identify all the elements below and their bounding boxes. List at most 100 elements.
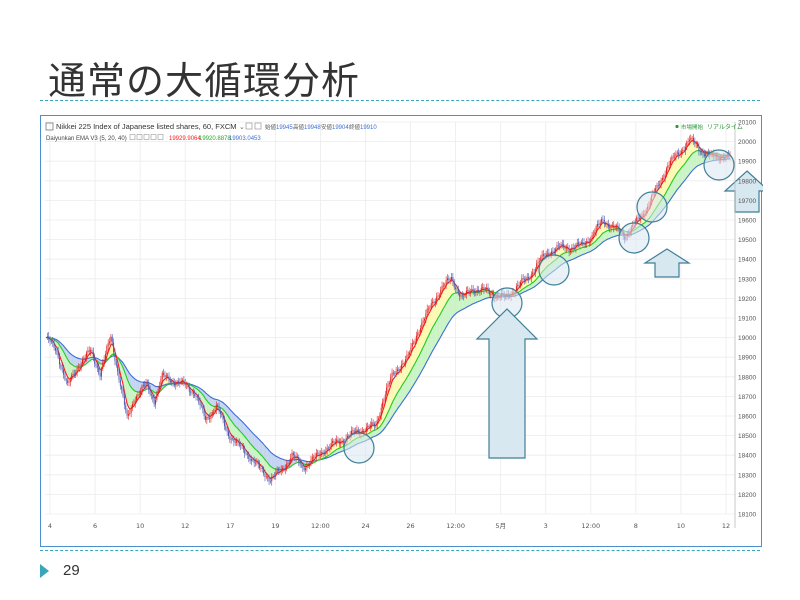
ema-fill-mid-long (406, 375, 409, 396)
candle-body (487, 287, 489, 291)
ema-fill-mid-long (675, 172, 678, 192)
ema-fill-mid-long (590, 243, 593, 252)
candle-body (156, 392, 158, 400)
y-tick-label: 19800 (738, 178, 756, 185)
candle-body (196, 396, 198, 398)
ema-fill-short-mid (694, 141, 697, 152)
indicator-format-icon[interactable] (150, 134, 157, 140)
candle-body (173, 382, 175, 386)
ema-fill-short-mid (436, 299, 439, 321)
ema-fills (46, 140, 730, 479)
candle-body (149, 389, 151, 395)
ema-fill-mid-long (398, 388, 401, 408)
y-tick-label: 19400 (738, 257, 756, 264)
ema-fill-mid-long (421, 347, 424, 372)
candle-body (434, 301, 436, 304)
ohlc-close-value: 19910 (360, 125, 377, 131)
ema-fill-mid-long (597, 237, 599, 247)
indicator-source-icon[interactable] (143, 134, 150, 140)
candle-body (676, 152, 678, 154)
ema-fill-mid-long (237, 417, 240, 431)
candle-body (167, 375, 169, 377)
y-tick-label: 19100 (738, 316, 756, 323)
candle-body (522, 278, 524, 280)
ema-fill-short-mid (666, 172, 668, 192)
ema-fill-mid-long (473, 292, 475, 304)
ema-fill-mid-long (686, 159, 689, 178)
ema-fill-mid-long (283, 459, 286, 470)
candle-body (248, 454, 250, 459)
y-tick-label: 19700 (738, 198, 756, 205)
ema-fill-short-mid (421, 327, 424, 351)
price-chart[interactable]: 18100 18200 18300 18400 18500 18600 18700 18800… (41, 116, 763, 548)
candle-body (323, 452, 325, 454)
header-close-icon[interactable] (254, 122, 262, 130)
candle-body (575, 244, 577, 249)
ema-fill-short-mid (252, 446, 255, 460)
ema-fill-short-mid (559, 246, 562, 257)
ema-fill-mid-long (260, 441, 263, 457)
candle-body (375, 425, 377, 427)
ema-fill-mid-long (456, 292, 459, 313)
ema-fill-mid-long (440, 310, 443, 337)
ema-fill-short-mid (386, 393, 388, 416)
ema-fill-mid-long (452, 293, 455, 317)
candle-body (668, 165, 670, 166)
candle-body (241, 445, 243, 447)
ema-fill-mid-long (223, 402, 225, 412)
ema-fill-mid-long (228, 407, 230, 419)
candle-body (386, 387, 388, 395)
header-minimize-icon[interactable] (45, 122, 54, 131)
ema-fill-mid-long (214, 399, 217, 407)
ema-fill-mid-long (450, 295, 452, 321)
candle-body (260, 468, 262, 469)
ema-fill-short-mid (258, 451, 260, 465)
ema-fill-mid-long (67, 350, 69, 362)
candle-body (109, 341, 111, 344)
candle-body (188, 386, 190, 392)
ema-fill-mid-long (451, 294, 453, 319)
indicator-visibility-icon[interactable] (129, 134, 136, 140)
candle-body (127, 414, 129, 416)
candle-body (410, 346, 412, 353)
ema-fill-short-mid (439, 295, 441, 316)
candle-body (484, 289, 486, 290)
candle-body (445, 280, 447, 285)
candle-body (428, 308, 430, 310)
ema-fill-mid-long (443, 306, 445, 332)
candle-body (592, 234, 594, 236)
ema-fill-mid-long (684, 162, 686, 182)
ema-fill-mid-long (470, 292, 472, 306)
ema-fill-mid-long (129, 373, 132, 388)
candle-body (468, 290, 470, 293)
candle-body (276, 469, 278, 473)
candle-body (660, 180, 662, 185)
indicator-settings-icon[interactable] (136, 134, 143, 140)
ema-fill-short-mid (392, 378, 394, 404)
ema-fill-short-mid (246, 438, 248, 452)
candle-body (160, 379, 162, 387)
candle-body (396, 369, 398, 371)
candle-body (574, 248, 576, 249)
header-settings-icon[interactable] (245, 122, 253, 130)
ema-fill-mid-long (373, 430, 375, 437)
ema-fill-short-mid (602, 222, 605, 234)
candle-body (471, 289, 473, 292)
ohlc-high-label: 高値 (293, 123, 305, 131)
candle-body (688, 139, 690, 142)
ema-fill-short-mid (578, 244, 580, 250)
ema-fill-mid-long (578, 248, 580, 257)
candle-body (346, 435, 348, 439)
candle-body (665, 168, 667, 175)
ema-fill-short-mid (251, 444, 253, 459)
chart-title: Nikkei 225 Index of Japanese listed shar… (56, 122, 237, 131)
candle-body (163, 372, 165, 375)
candle-body (73, 373, 75, 375)
ema-fill-mid-long (609, 229, 612, 239)
header-chevron-icon[interactable]: ⌄ (239, 123, 245, 131)
candle-body (225, 426, 227, 430)
ema-fill-mid-long (213, 398, 215, 407)
ema-fill-mid-long (231, 410, 233, 423)
indicator-close-icon[interactable] (157, 134, 164, 140)
y-tick-label: 18800 (738, 374, 756, 381)
